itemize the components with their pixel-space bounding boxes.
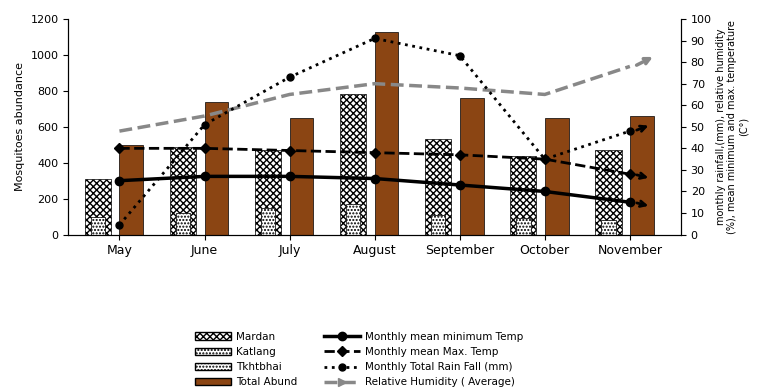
- Bar: [460, 98, 484, 235]
- Bar: [630, 116, 654, 235]
- Bar: [261, 208, 275, 235]
- Bar: [374, 32, 399, 235]
- Legend: Mardan, Katlang, Tkhtbhai, Total Abund, Monthly mean minimum Temp, Monthly mean : Mardan, Katlang, Tkhtbhai, Total Abund, …: [190, 328, 528, 389]
- Bar: [426, 139, 452, 235]
- Bar: [119, 145, 144, 235]
- Bar: [516, 218, 530, 235]
- Y-axis label: monthly rainfall,(mm), relative humidity
(%), mean minimum and max. temperature
: monthly rainfall,(mm), relative humidity…: [716, 20, 749, 234]
- Bar: [346, 204, 361, 235]
- Bar: [290, 118, 313, 235]
- Bar: [170, 147, 196, 235]
- Bar: [510, 156, 536, 235]
- Bar: [255, 150, 281, 235]
- Bar: [601, 220, 616, 235]
- Y-axis label: Mosquitoes abundance: Mosquitoes abundance: [15, 62, 25, 191]
- Bar: [205, 102, 228, 235]
- Bar: [595, 150, 622, 235]
- Bar: [91, 217, 105, 235]
- Bar: [545, 118, 568, 235]
- Bar: [85, 179, 111, 235]
- Bar: [431, 215, 445, 235]
- Bar: [340, 95, 366, 235]
- Bar: [176, 213, 190, 235]
